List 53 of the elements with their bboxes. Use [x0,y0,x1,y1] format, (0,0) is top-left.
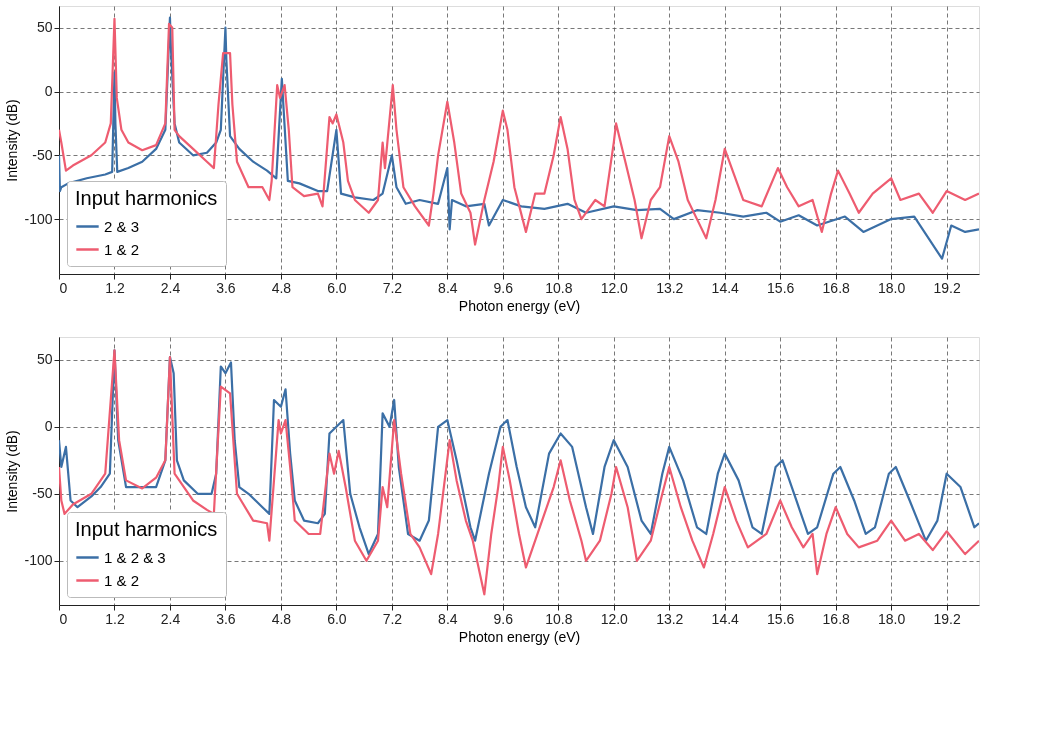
legend-title: Input harmonics [75,187,218,209]
x-tick-label: 8.4 [438,279,458,296]
x-tick-label: 2.4 [160,279,181,296]
x-tick-label: 1.2 [105,610,125,627]
x-tick-label: 2.4 [160,610,181,627]
x-tick-label: 4.8 [271,279,292,296]
x-axis-title: Photon energy (eV) [458,628,581,645]
x-tick-label: 13.2 [656,279,684,296]
x-tick-label: 19.2 [933,610,961,627]
x-tick-label: 6.0 [327,610,347,627]
legend-label: 1 & 2 & 3 [104,548,166,566]
y-tick-label: -100 [24,552,53,569]
x-tick-label: 16.8 [822,610,851,627]
legend-title: Input harmonics [75,518,218,540]
legend-label: 1 & 2 [104,240,140,258]
x-tick-label: 10.8 [545,279,573,296]
x-tick-label: 18.0 [878,610,906,627]
x-tick-label: 14.4 [711,610,740,627]
y-tick-label: -100 [24,210,53,227]
x-tick-label: 16.8 [822,279,851,296]
y-tick-label: 0 [44,418,53,435]
x-tick-label: 13.2 [656,610,684,627]
x-tick-label: 3.6 [216,610,236,627]
x-tick-label: 19.2 [933,279,961,296]
x-tick-label: 0 [59,610,68,627]
y-tick-label: 50 [36,19,53,36]
x-tick-label: 15.6 [767,279,795,296]
y-axis-title: Intensity (dB) [4,99,21,182]
x-tick-label: 0 [59,279,68,296]
y-tick-label: -50 [32,485,53,502]
x-tick-label: 6.0 [327,279,347,296]
x-tick-label: 9.6 [493,610,514,627]
x-tick-label: 4.8 [271,610,292,627]
x-tick-label: 1.2 [105,279,125,296]
y-tick-label: 0 [44,83,53,99]
legend-label: 2 & 3 [104,217,140,235]
legend-label: 1 & 2 [104,571,140,589]
y-tick-label: 50 [36,351,53,368]
x-tick-label: 7.2 [382,279,403,296]
x-tick-label: 7.2 [382,610,403,627]
x-tick-label: 8.4 [438,610,458,627]
x-tick-label: 15.6 [767,610,795,627]
x-axis-title: Photon energy (eV) [458,297,581,314]
y-tick-label: -50 [32,146,53,163]
x-tick-label: 3.6 [216,279,236,296]
x-tick-label: 18.0 [878,279,906,296]
line-series [59,349,979,596]
x-tick-label: 12.0 [600,279,629,296]
x-tick-label: 10.8 [545,610,573,627]
x-tick-label: 9.6 [493,279,514,296]
x-tick-label: 14.4 [711,279,740,296]
y-axis-title: Intensity (dB) [4,430,21,513]
x-tick-label: 12.0 [600,610,629,627]
